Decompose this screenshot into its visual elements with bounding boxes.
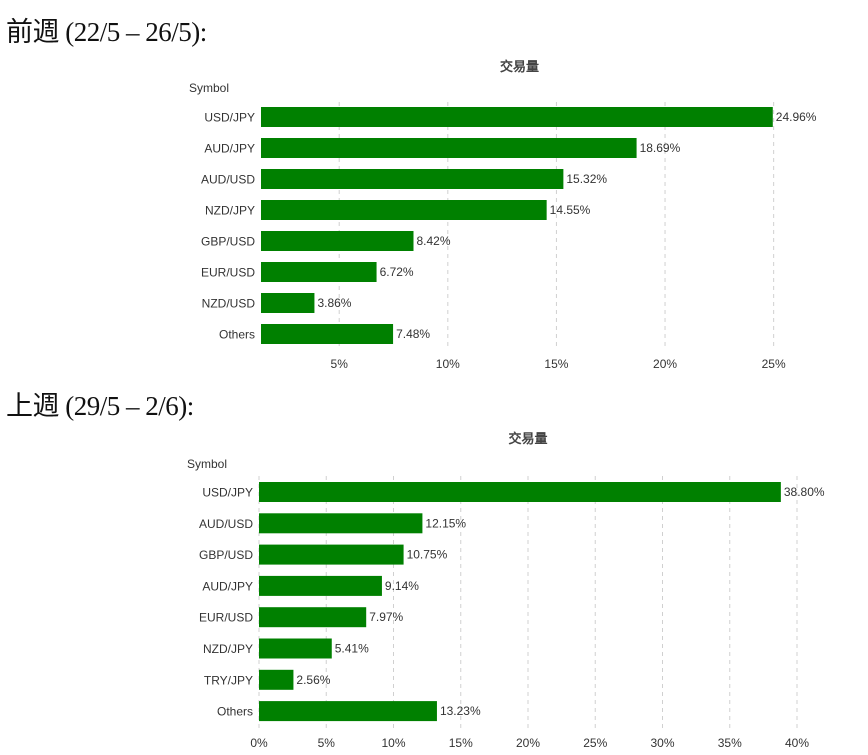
y-axis-label: Symbol [189, 81, 229, 95]
category-label: TRY/JPY [204, 673, 253, 687]
bar [259, 513, 423, 534]
bar [261, 138, 637, 158]
bar [261, 169, 564, 189]
bar [261, 107, 773, 127]
bar [261, 200, 547, 220]
x-tick-label: 40% [785, 736, 809, 750]
data-label: 5.41% [335, 642, 369, 656]
category-label: AUD/JPY [202, 579, 253, 593]
x-tick-label: 30% [650, 736, 674, 750]
category-label: Others [219, 328, 255, 342]
data-label: 10.75% [407, 548, 448, 562]
data-label: 14.55% [550, 203, 591, 217]
bar [259, 544, 404, 565]
data-label: 9.14% [385, 579, 419, 593]
category-label: USD/JPY [204, 111, 255, 125]
bar [259, 607, 367, 628]
bar [261, 324, 394, 344]
x-tick-label: 10% [436, 357, 460, 371]
data-label: 3.86% [317, 296, 351, 310]
category-label: USD/JPY [202, 486, 253, 500]
chart-title: 交易量 [500, 59, 539, 74]
category-label: EUR/USD [201, 266, 255, 280]
category-label: NZD/USD [202, 297, 256, 311]
category-label: NZD/JPY [203, 642, 253, 656]
category-label: NZD/JPY [205, 204, 255, 218]
volume-chart-last-week: 交易量 Symbol 0% 5% 10% 15% 20% 25% 30% 35% 40% USD/JP… [187, 431, 825, 750]
data-label: 12.15% [425, 516, 466, 530]
data-label: 6.72% [380, 265, 414, 279]
x-tick-label: 25% [583, 736, 607, 750]
data-label: 7.97% [369, 610, 403, 624]
bar [261, 293, 315, 313]
data-label: 15.32% [566, 172, 607, 186]
bar [261, 231, 414, 251]
category-label: AUD/USD [199, 517, 253, 531]
category-label: EUR/USD [199, 611, 253, 625]
category-label: AUD/USD [201, 173, 255, 187]
x-tick-label: 0% [250, 736, 268, 750]
data-label: 24.96% [776, 110, 817, 124]
bar [259, 482, 781, 502]
category-label: AUD/JPY [204, 142, 255, 156]
x-tick-label: 5% [331, 357, 349, 371]
bar [259, 638, 332, 659]
section-heading-last-week: 上週 (29/5 – 2/6): [6, 391, 194, 421]
data-label: 13.23% [440, 704, 481, 718]
category-label: GBP/USD [201, 235, 255, 249]
category-label: GBP/USD [199, 548, 253, 562]
y-axis-label: Symbol [187, 457, 227, 471]
data-label: 38.80% [784, 485, 825, 499]
x-tick-label: 20% [653, 357, 677, 371]
bar [261, 262, 377, 282]
bar [259, 575, 382, 596]
data-label: 8.42% [416, 234, 450, 248]
volume-chart-previous-week: 交易量 Symbol 5% 10% 15% 20% 25% USD/JPY 24.96% AUD/… [189, 59, 817, 371]
x-tick-label: 15% [449, 736, 473, 750]
x-tick-label: 35% [718, 736, 742, 750]
data-label: 18.69% [640, 141, 681, 155]
category-label: Others [217, 705, 253, 719]
chart-title: 交易量 [508, 431, 547, 446]
x-tick-label: 5% [318, 736, 336, 750]
data-label: 7.48% [396, 327, 430, 341]
x-tick-label: 15% [544, 357, 568, 371]
x-tick-label: 20% [516, 736, 540, 750]
x-tick-label: 10% [381, 736, 405, 750]
section-heading-previous-week: 前週 (22/5 – 26/5): [6, 17, 207, 47]
bar [259, 669, 294, 690]
data-label: 2.56% [296, 673, 330, 687]
x-tick-label: 25% [762, 357, 786, 371]
bar [259, 701, 437, 722]
